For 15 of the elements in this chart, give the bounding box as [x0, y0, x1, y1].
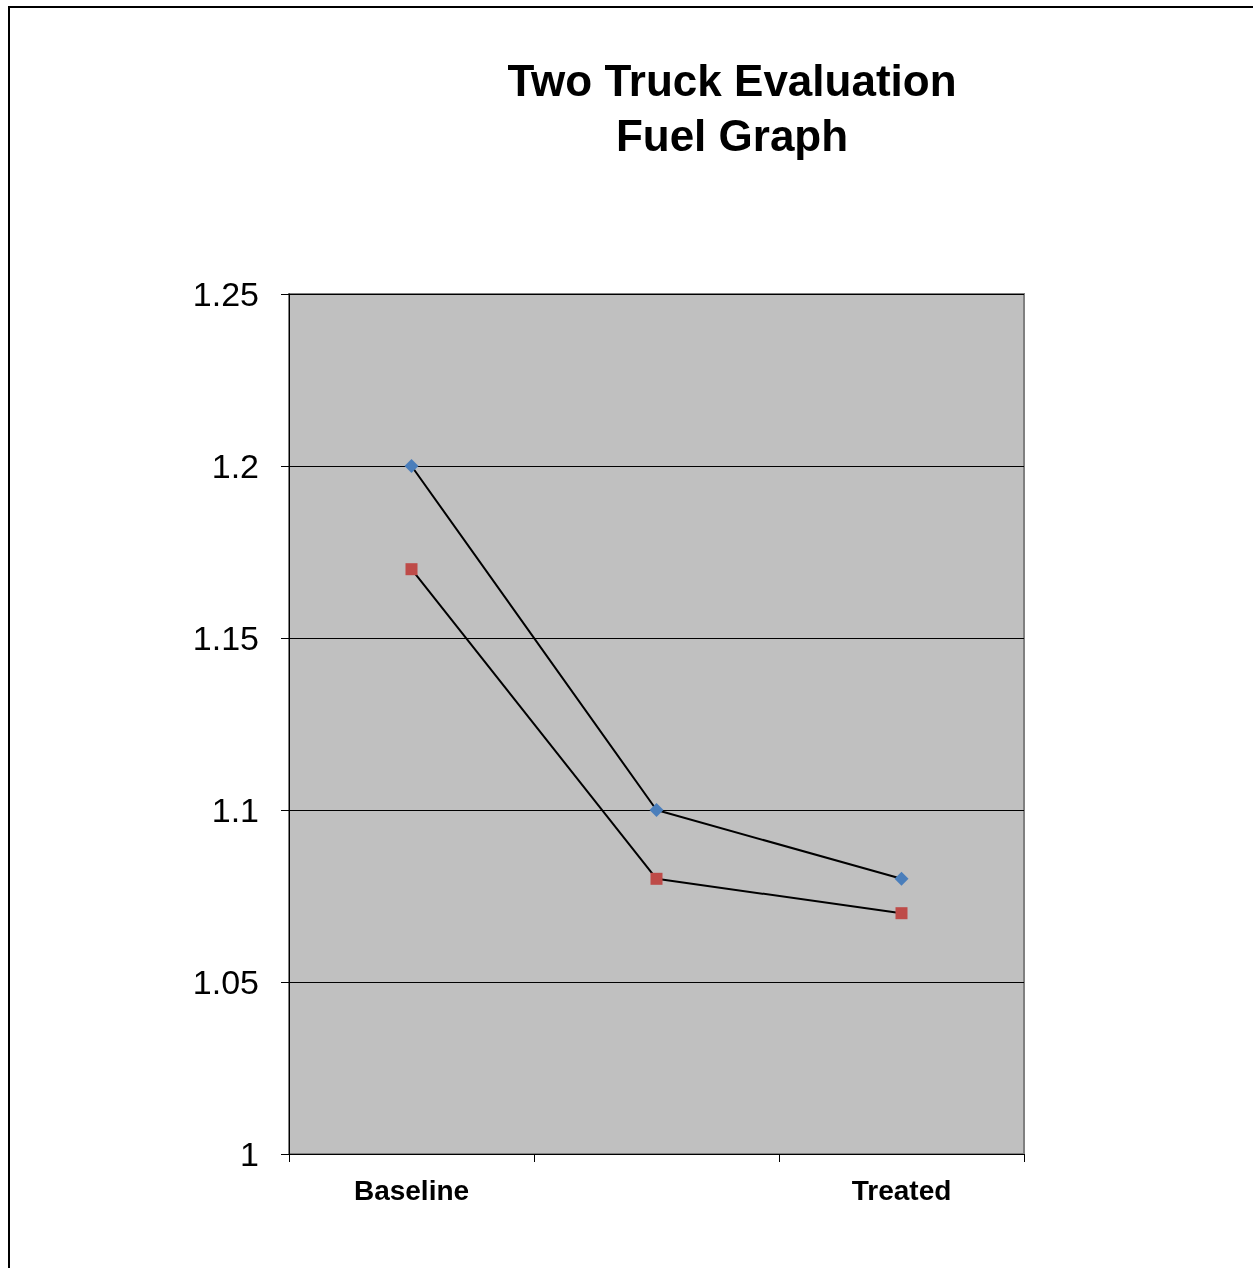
y-tick-label: 1.15	[192, 619, 259, 657]
point	[894, 871, 909, 886]
y-tick-label: 1.25	[192, 275, 259, 313]
x-tick-label: Treated	[851, 1174, 952, 1206]
point	[650, 872, 663, 885]
chart-title: Two Truck Evaluation Fuel Graph	[507, 56, 957, 160]
y-tick-label: 1.05	[192, 963, 259, 1001]
y-tick-label: 1.1	[211, 791, 259, 829]
point	[405, 563, 418, 576]
point	[895, 907, 908, 920]
point	[649, 803, 664, 817]
y-tick-label: 1	[240, 1135, 259, 1173]
y-tick-label: 1.2	[211, 447, 259, 485]
point	[404, 459, 419, 473]
x-tick-label: Baseline	[353, 1174, 470, 1206]
